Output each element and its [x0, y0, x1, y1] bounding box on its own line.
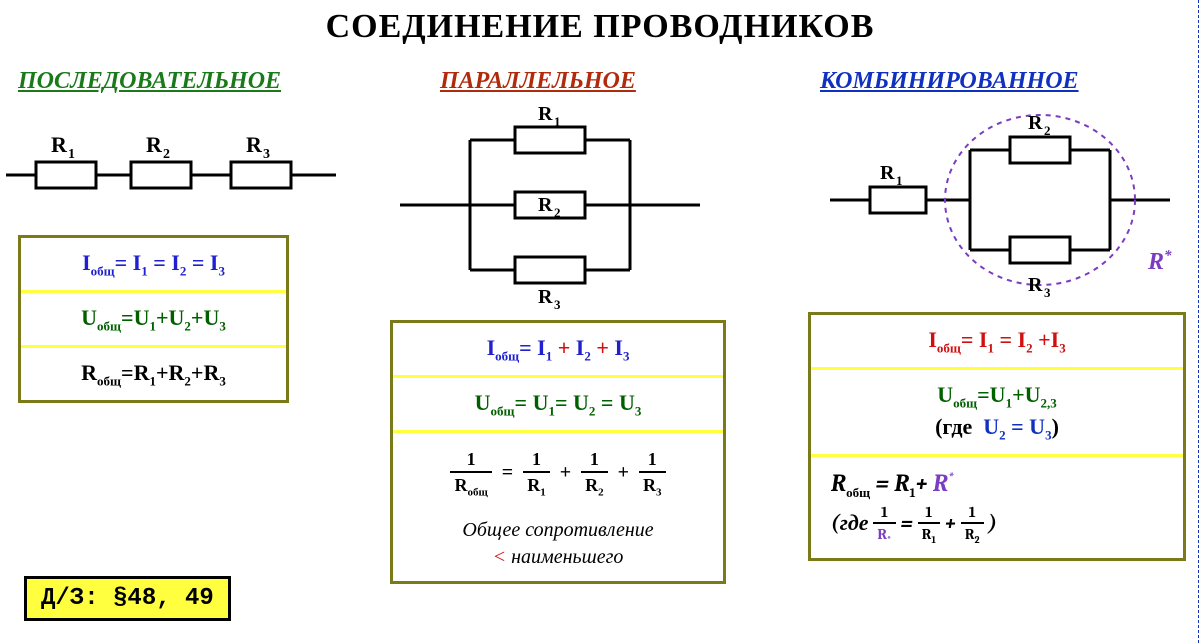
combined-formula-box: Iобщ= I1 = I2 +I3 Uобщ=U1+U2,3 (где U2 =…	[808, 312, 1186, 561]
parallel-U: Uобщ= U1= U2 = U3	[393, 378, 723, 433]
svg-text:2: 2	[1044, 123, 1051, 138]
series-formula-box: Iобщ= I1 = I2 = I3 Uобщ=U1+U2+U3 Rобщ=R1…	[18, 235, 289, 403]
series-I: Iобщ= I1 = I2 = I3	[21, 238, 286, 293]
parallel-title: ПАРАЛЛЕЛЬНОЕ	[440, 68, 636, 95]
svg-text:1: 1	[68, 147, 75, 162]
combined-title: КОМБИНИРОВАННОЕ	[820, 68, 1079, 95]
svg-text:3: 3	[263, 147, 270, 162]
series-R: Rобщ=R1+R2+R3	[21, 348, 286, 400]
svg-text:R: R	[1028, 274, 1043, 296]
svg-text:R: R	[246, 132, 263, 157]
combined-circuit: R1 R2 R3	[830, 105, 1190, 305]
homework-tag: Д/З: §48, 49	[24, 576, 231, 621]
combined-U: Uобщ=U1+U2,3 (где U2 = U3)	[811, 370, 1183, 457]
parallel-formula-box: Iобщ= I1 + I2 + I3 Uобщ= U1= U2 = U3 1Rо…	[390, 320, 726, 584]
combined-R: Rобщ = R1+ R* (где 1R* = 1R1 + 1R2 )	[811, 457, 1183, 558]
svg-text:R: R	[51, 132, 68, 157]
svg-text:R: R	[146, 132, 163, 157]
combined-group-label: R*	[1148, 248, 1172, 276]
series-circuit: R1 R2 R3	[6, 120, 336, 210]
svg-text:R: R	[1028, 112, 1043, 134]
svg-text:3: 3	[554, 297, 561, 310]
svg-text:R: R	[538, 103, 553, 125]
svg-text:R: R	[538, 286, 553, 308]
series-U: Uобщ=U1+U2+U3	[21, 293, 286, 348]
svg-text:2: 2	[554, 205, 561, 220]
parallel-I: Iобщ= I1 + I2 + I3	[393, 323, 723, 378]
series-title: ПОСЛЕДОВАТЕЛЬНОЕ	[18, 68, 281, 95]
svg-text:1: 1	[896, 173, 903, 188]
svg-text:R: R	[880, 162, 895, 184]
svg-text:3: 3	[1044, 285, 1051, 300]
page-title: СОЕДИНЕНИЕ ПРОВОДНИКОВ	[0, 8, 1200, 46]
combined-I: Iобщ= I1 = I2 +I3	[811, 315, 1183, 370]
svg-text:R: R	[538, 194, 553, 216]
parallel-R: 1Rобщ = 1R1 + 1R2 + 1R3 Общее сопротивле…	[393, 433, 723, 581]
parallel-note: Общее сопротивление < наименьшего	[399, 517, 717, 571]
parallel-circuit: R1 R2 R3	[400, 100, 700, 310]
svg-text:1: 1	[554, 114, 561, 129]
svg-text:2: 2	[163, 147, 170, 162]
